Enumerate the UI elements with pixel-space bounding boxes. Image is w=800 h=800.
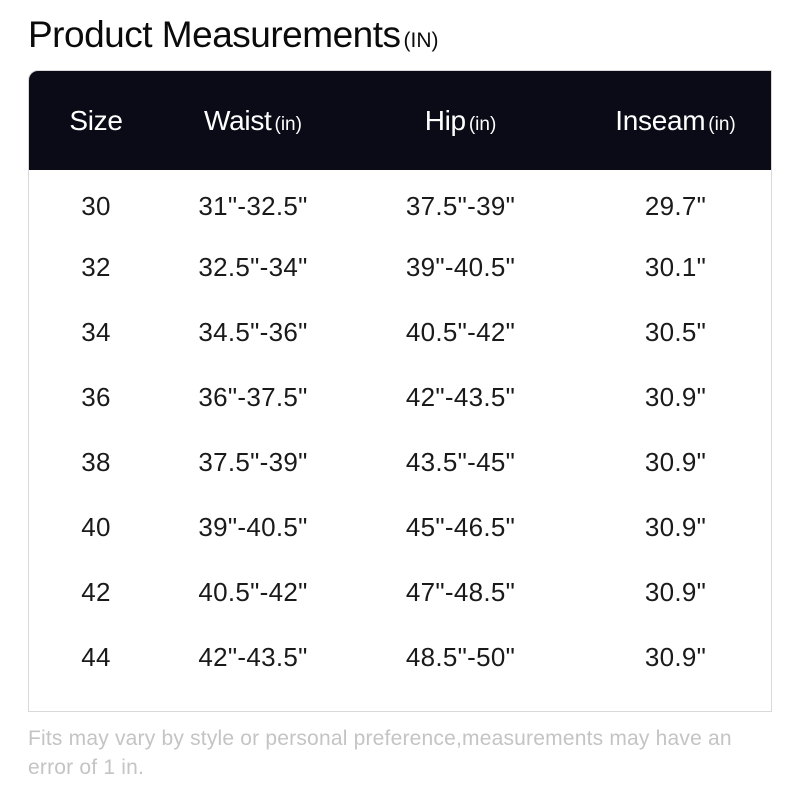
cell-hip: 42"-43.5" [405,382,516,412]
table-row: 34 34.5"-36" 40.5"-42" 30.5" [29,300,771,365]
cell-hip: 39"-40.5" [405,252,516,282]
table-row: 44 42"-43.5" 48.5"-50" 30.9" [29,625,771,690]
table-row: 32 32.5"-34" 39"-40.5" 30.1" [29,235,771,300]
measurements-table: Size Waist (in) Hip (in) Inseam (in) 30 31"… [29,71,771,690]
cell-hip: 43.5"-45" [405,447,516,477]
table-row: 30 31"-32.5" 37.5"-39" 29.7" [29,170,771,235]
cell-size: 30 [81,191,111,221]
header-hip-label: Hip [424,104,466,136]
cell-size: 44 [81,642,111,672]
page-title: Product Measurements (IN) [28,14,439,56]
table-row: 40 39"-40.5" 45"-46.5" 30.9" [29,495,771,560]
header-inseam-label: Inseam [615,104,706,136]
cell-waist: 34.5"-36" [198,317,308,347]
cell-inseam: 29.7" [644,191,707,221]
header-inseam: Inseam (in) [578,71,771,170]
cell-inseam: 30.9" [644,382,707,412]
cell-hip: 47"-48.5" [405,577,516,607]
cell-size: 34 [81,317,111,347]
fit-disclaimer: Fits may vary by style or personal prefe… [28,727,732,779]
header-size-label: Size [69,104,123,136]
cell-size: 38 [81,447,111,477]
cell-size: 40 [81,512,111,542]
table-header: Size Waist (in) Hip (in) Inseam (in) [29,71,771,170]
cell-waist: 37.5"-39" [198,447,308,477]
cell-hip: 40.5"-42" [405,317,516,347]
page-title-unit: (IN) [403,29,439,52]
header-size: Size [29,71,163,170]
header-waist-label: Waist [204,104,272,136]
table-row: 42 40.5"-42" 47"-48.5" 30.9" [29,560,771,625]
table-row: 38 37.5"-39" 43.5"-45" 30.9" [29,430,771,495]
cell-hip: 45"-46.5" [405,512,516,542]
cell-waist: 39"-40.5" [198,512,308,542]
cell-inseam: 30.9" [644,577,707,607]
cell-size: 36 [81,382,111,412]
table-row: 36 36"-37.5" 42"-43.5" 30.9" [29,365,771,430]
cell-inseam: 30.9" [644,447,707,477]
cell-inseam: 30.5" [644,317,707,347]
cell-inseam: 30.1" [644,252,707,282]
header-waist-unit: (in) [274,113,302,135]
cell-inseam: 30.9" [644,512,707,542]
header-hip: Hip (in) [343,71,578,170]
header-inseam-unit: (in) [708,113,736,135]
table-header-row: Size Waist (in) Hip (in) Inseam (in) [29,71,771,170]
cell-size: 42 [81,577,111,607]
header-waist: Waist (in) [163,71,343,170]
measurements-table-container: Size Waist (in) Hip (in) Inseam (in) 30 31"… [28,70,772,712]
cell-waist: 42"-43.5" [198,642,308,672]
cell-hip: 48.5"-50" [405,642,516,672]
page-title-text: Product Measurements [28,14,401,55]
cell-waist: 32.5"-34" [198,252,308,282]
cell-hip: 37.5"-39" [405,191,516,221]
cell-waist: 36"-37.5" [198,382,308,412]
cell-waist: 40.5"-42" [198,577,308,607]
cell-waist: 31"-32.5" [198,191,308,221]
cell-inseam: 30.9" [644,642,707,672]
cell-size: 32 [81,252,111,282]
table-body: 30 31"-32.5" 37.5"-39" 29.7" 32 32.5"-34… [29,170,771,690]
header-hip-unit: (in) [468,113,497,135]
